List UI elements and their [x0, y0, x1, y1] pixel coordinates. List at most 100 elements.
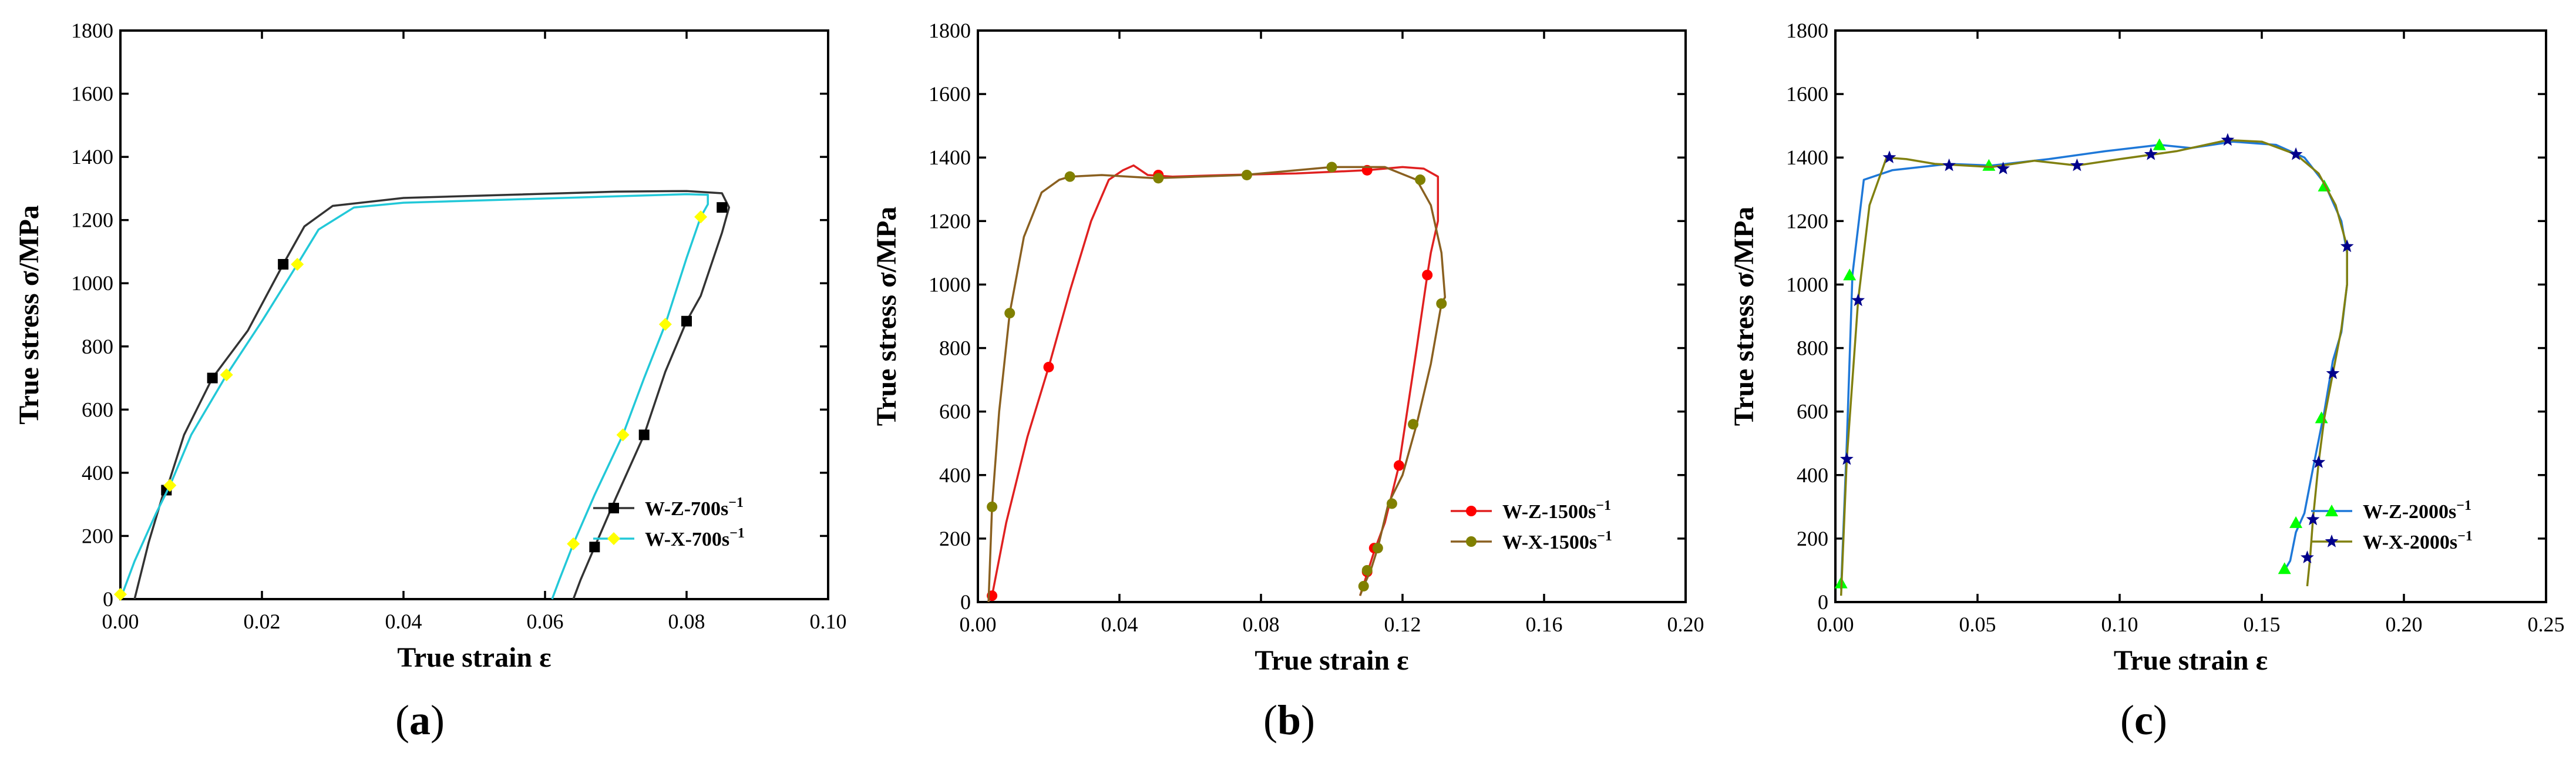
data-point — [1422, 270, 1433, 281]
data-point — [1843, 268, 1857, 281]
y-tick-label: 400 — [82, 461, 113, 485]
panel-label-open: ( — [395, 697, 409, 744]
legend-marker — [1466, 536, 1477, 547]
y-axis-title: True stress σ/MPa — [1728, 207, 1760, 426]
data-point — [681, 315, 692, 327]
series-line — [1839, 139, 2348, 596]
data-point — [1241, 169, 1252, 180]
series-W-Z-2000s — [1834, 138, 2348, 590]
x-tick-label: 0.08 — [1243, 613, 1280, 636]
series-W-X-2000s — [1839, 133, 2354, 596]
data-point — [1839, 452, 1854, 465]
x-tick-label: 0.08 — [668, 610, 705, 633]
y-tick-label: 1200 — [1786, 209, 1828, 233]
data-point — [1372, 543, 1383, 554]
y-tick-label: 1600 — [929, 82, 971, 106]
legend-marker — [1466, 506, 1477, 516]
y-tick-label: 1800 — [71, 19, 113, 42]
y-tick-label: 400 — [939, 463, 971, 487]
data-point — [1996, 162, 2010, 174]
data-point — [1942, 158, 1956, 172]
legend-entry: W-Z-1500s−1 — [1451, 498, 1611, 523]
x-tick-label: 0.00 — [960, 613, 997, 636]
legend-label: W-Z-1500s−1 — [1502, 498, 1611, 523]
data-point — [2289, 147, 2303, 160]
legend-label: W-Z-700s−1 — [645, 495, 744, 520]
panel-label-open: ( — [1263, 697, 1277, 744]
x-tick-label: 0.02 — [244, 610, 281, 633]
data-point — [616, 428, 630, 442]
y-tick-label: 1200 — [929, 209, 971, 233]
x-axis-title: True strain ε — [397, 642, 551, 673]
panel-label: (a) — [395, 697, 445, 744]
data-point — [2312, 455, 2326, 468]
data-point — [1358, 580, 1369, 591]
legend-marker — [608, 503, 619, 513]
chart-panel-a: 0.00 0.02 0.04 0.06 0.08 0.10 0 200 400 600 800 100… — [14, 19, 847, 744]
data-point — [1436, 298, 1447, 309]
legend-superscript: −1 — [1597, 529, 1612, 544]
data-point — [2144, 147, 2158, 160]
y-tick-label: 200 — [939, 527, 971, 550]
series-W-Z-700s — [133, 190, 731, 600]
plot-frame — [1834, 29, 2547, 603]
x-tick-label: 0.04 — [385, 610, 422, 633]
chart-panel-b: 0.00 0.04 0.08 0.12 0.16 0.20 0 200 400 600 800 100… — [871, 19, 1704, 744]
x-tick-label: 0.15 — [2244, 613, 2281, 636]
data-point — [1153, 173, 1164, 184]
legend-entry: W-X-2000s−1 — [2311, 529, 2473, 553]
y-tick-label: 1400 — [1786, 146, 1828, 169]
legend-entry: W-Z-700s−1 — [593, 495, 744, 520]
panel-label: (c) — [2120, 697, 2167, 744]
data-point — [1393, 460, 1404, 471]
data-point — [1326, 162, 1337, 173]
panel-label-close: ) — [2153, 697, 2167, 744]
data-point — [2070, 158, 2084, 172]
data-point — [2301, 550, 2314, 563]
y-tick-label: 1800 — [929, 19, 971, 42]
data-point — [1882, 150, 1896, 163]
data-point — [2221, 133, 2235, 146]
data-point — [717, 202, 728, 213]
y-tick-label: 0 — [103, 587, 113, 611]
data-point — [278, 258, 289, 270]
y-tick-label: 600 — [82, 398, 113, 421]
y-tick-label: 1600 — [1786, 82, 1828, 106]
x-tick-label: 0.00 — [102, 610, 139, 633]
data-point — [1386, 498, 1397, 509]
legend-marker — [2325, 505, 2338, 516]
y-axis-title: True stress σ/MPa — [14, 205, 45, 425]
series-line — [1839, 140, 2348, 590]
series-W-Z-1500s — [987, 164, 1440, 601]
chart-panel-c: 0.00 0.05 0.10 0.15 0.20 0.25 0 200 400 600 800 100… — [1728, 19, 2565, 744]
data-point — [658, 318, 672, 331]
data-point — [207, 372, 218, 384]
series-line — [133, 190, 731, 600]
y-tick-label: 0 — [1818, 590, 1828, 614]
y-tick-label: 1400 — [71, 145, 113, 169]
panel-label-open: ( — [2120, 697, 2134, 744]
x-tick-label: 0.00 — [1817, 613, 1854, 636]
panel-label-letter: b — [1277, 697, 1301, 744]
x-tick-label: 0.16 — [1526, 613, 1563, 636]
data-point — [291, 257, 304, 271]
legend-label: W-Z-2000s−1 — [2363, 498, 2471, 523]
x-tick-label: 0.20 — [2386, 613, 2423, 636]
plot-frame — [977, 29, 1687, 603]
y-tick-label: 400 — [1797, 463, 1828, 487]
data-point — [987, 501, 998, 512]
data-point — [1415, 174, 1426, 186]
legend-superscript: −1 — [2456, 498, 2471, 513]
y-tick-label: 800 — [82, 335, 113, 358]
legend-marker — [2325, 535, 2339, 547]
x-axis-title: True strain ε — [2114, 645, 2268, 676]
legend-label: W-X-1500s−1 — [1502, 529, 1612, 553]
data-point — [694, 210, 708, 224]
legend-entry: W-X-700s−1 — [593, 526, 745, 550]
x-tick-label: 0.05 — [1959, 613, 1996, 636]
data-point — [2306, 512, 2320, 526]
x-tick-label: 0.04 — [1101, 613, 1138, 636]
legend-superscript: −1 — [2457, 529, 2473, 544]
data-point — [2326, 366, 2340, 379]
